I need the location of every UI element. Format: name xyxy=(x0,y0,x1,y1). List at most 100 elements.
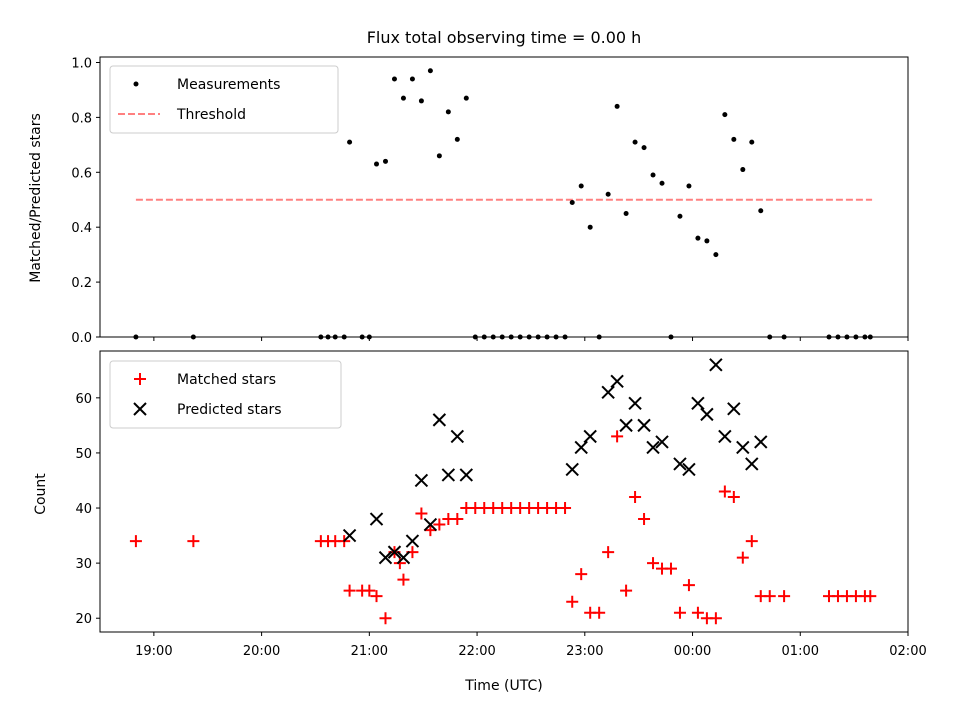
predicted-star-point xyxy=(691,396,705,411)
measurement-point xyxy=(427,68,433,74)
legend-measurements-label: Measurements xyxy=(177,77,280,93)
measurement-point xyxy=(391,76,397,82)
matched-star-point xyxy=(673,606,686,619)
legend-threshold-label: Threshold xyxy=(176,107,246,123)
measurement-point xyxy=(578,183,584,189)
legend-matched-label: Matched stars xyxy=(177,372,276,388)
predicted-star-point xyxy=(396,550,411,565)
predicted-star-point xyxy=(459,468,474,482)
bottom-y-tick-label: 20 xyxy=(75,612,92,627)
chart-title: Flux total observing time = 0.00 h xyxy=(367,28,642,47)
predicted-star-point xyxy=(405,534,420,548)
measurement-point xyxy=(659,180,665,186)
matched-star-point xyxy=(709,612,722,625)
bottom-x-tick-label: 22:00 xyxy=(458,644,495,659)
measurement-point xyxy=(722,112,728,118)
legend-predicted-label: Predicted stars xyxy=(177,402,282,418)
legend-measurements-marker xyxy=(133,81,139,87)
matched-star-point xyxy=(864,590,877,603)
matched-star-point xyxy=(682,579,695,592)
matched-star-point xyxy=(559,502,572,515)
bottom-axes-frame xyxy=(99,350,909,633)
measurement-point xyxy=(614,103,620,109)
bottom-y-tick-label: 40 xyxy=(75,502,92,517)
measurement-point xyxy=(695,235,701,241)
predicted-star-point xyxy=(655,435,669,449)
predicted-star-point xyxy=(700,407,714,422)
measurement-point xyxy=(686,183,692,189)
bottom-x-tick-label: 02:00 xyxy=(889,644,926,659)
top-y-axis-label: Matched/Predicted stars xyxy=(28,113,44,283)
top-y-tick-label: 0.8 xyxy=(71,111,92,126)
matched-star-point xyxy=(778,590,791,603)
matched-star-point xyxy=(602,546,615,559)
predicted-star-point xyxy=(574,440,588,455)
predicted-star-point xyxy=(565,462,579,477)
matched-star-point xyxy=(397,573,410,586)
predicted-star-point xyxy=(682,462,696,477)
measurement-point xyxy=(623,210,629,216)
measurement-point xyxy=(740,167,746,173)
matched-star-point xyxy=(629,491,642,504)
measurement-point xyxy=(409,76,415,82)
top-y-tick-label: 0.4 xyxy=(71,221,92,236)
predicted-star-point xyxy=(583,429,597,444)
matched-star-point xyxy=(638,513,651,526)
bottom-y-tick-label: 50 xyxy=(75,447,92,462)
bottom-legend: Matched stars Predicted stars xyxy=(109,360,342,429)
matched-star-point xyxy=(393,557,406,570)
bottom-x-tick-label: 20:00 xyxy=(243,644,280,659)
predicted-star-point xyxy=(673,457,687,471)
matched-star-point xyxy=(611,430,624,443)
measurement-point xyxy=(445,109,451,115)
predicted-star-point xyxy=(646,440,660,455)
predicted-star-point xyxy=(619,418,633,433)
legend-predicted-marker xyxy=(133,402,147,416)
top-legend-box xyxy=(109,65,339,134)
top-y-tick-label: 0.2 xyxy=(71,276,92,291)
matched-star-point xyxy=(718,485,731,498)
measurement-point xyxy=(418,98,424,104)
measurement-point xyxy=(605,191,611,197)
predicted-star-point xyxy=(342,528,357,543)
bottom-x-tick-label: 00:00 xyxy=(674,644,711,659)
measurement-point xyxy=(436,153,442,159)
predicted-star-point xyxy=(369,512,384,526)
predicted-star-point xyxy=(601,385,615,400)
predicted-star-point xyxy=(441,468,456,482)
predicted-star-point xyxy=(423,517,438,532)
predicted-star-point xyxy=(637,418,651,433)
measurement-point xyxy=(758,208,764,214)
measurement-point xyxy=(641,145,647,151)
matched-star-point xyxy=(593,606,606,619)
matched-star-point xyxy=(415,507,428,520)
top-legend: Measurements Threshold xyxy=(109,65,339,134)
matched-star-point xyxy=(763,590,776,603)
top-axes-frame xyxy=(99,56,909,338)
measurement-point xyxy=(749,139,755,145)
predicted-star-point xyxy=(610,374,624,389)
predicted-star-point xyxy=(628,396,642,411)
matched-star-point xyxy=(736,551,749,564)
count-points xyxy=(129,358,877,625)
top-y-tick-label: 0.6 xyxy=(71,166,92,181)
matched-star-point xyxy=(424,524,437,537)
measurement-point xyxy=(374,161,380,167)
matched-star-point xyxy=(343,584,356,597)
matched-star-point xyxy=(620,584,633,597)
matched-star-point xyxy=(575,568,588,581)
matched-star-point xyxy=(187,535,200,548)
bottom-y-axis-label: Count xyxy=(33,473,49,515)
bottom-x-tick-label: 21:00 xyxy=(351,644,388,659)
predicted-star-point xyxy=(432,413,447,427)
measurement-point xyxy=(587,224,593,230)
matched-star-point xyxy=(727,491,740,504)
bottom-y-tick-label: 60 xyxy=(75,392,92,407)
matched-star-point xyxy=(451,513,464,526)
bottom-x-tick-label: 01:00 xyxy=(782,644,819,659)
measurement-point xyxy=(347,139,353,145)
measurement-point xyxy=(731,136,737,142)
predicted-star-point xyxy=(387,545,402,559)
matched-star-point xyxy=(664,562,677,575)
